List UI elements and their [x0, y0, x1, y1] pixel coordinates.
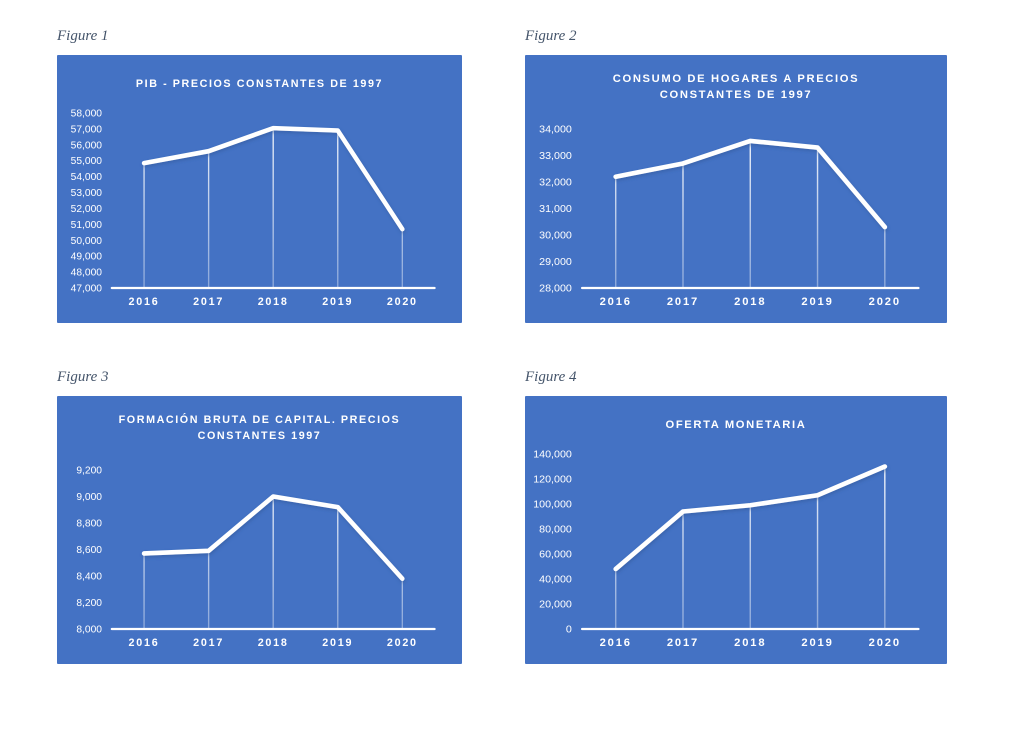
figure-3-section: Figure 3 FORMACIÓN BRUTA DE CAPITAL. PRE…: [57, 367, 462, 664]
y-axis-tick-label: 32,000: [539, 177, 572, 189]
x-axis-tick-label: 2017: [193, 637, 224, 649]
x-axis-tick-label: 2019: [801, 637, 833, 649]
x-axis-tick-label: 2016: [129, 637, 160, 649]
x-axis-tick-label: 2020: [387, 637, 418, 649]
y-axis-tick-label: 51,000: [71, 220, 103, 231]
y-axis-tick-label: 9,200: [76, 465, 102, 476]
x-axis-tick-label: 2018: [734, 296, 766, 308]
y-axis-tick-label: 40,000: [539, 574, 572, 586]
y-axis-tick-label: 56,000: [71, 140, 103, 151]
y-axis-tick-label: 80,000: [539, 524, 572, 536]
chart-pib-precios-constantes: PIB - PRECIOS CONSTANTES DE 1997 47,000 48…: [57, 55, 462, 323]
x-axis-tick-label: 2018: [734, 637, 766, 649]
figure-1-caption: Figure 1: [57, 28, 109, 44]
y-axis-tick-label: 49,000: [71, 252, 103, 263]
y-axis-tick-label: 34,000: [539, 124, 572, 136]
line-chart-pib: PIB - PRECIOS CONSTANTES DE 1997 47,000 48…: [71, 78, 436, 308]
y-axis-tick-label: 31,000: [539, 203, 572, 215]
x-axis-tick-label: 2020: [869, 296, 901, 308]
y-axis-tick-label: 0: [566, 624, 572, 636]
y-axis-tick-label: 30,000: [539, 230, 572, 242]
line-chart-oferta-monetaria: OFERTA MONETARIA 0 20,000 40,000 60,000 80,00…: [533, 419, 920, 649]
x-axis-tick-label: 2019: [801, 296, 833, 308]
x-axis-tick-label: 2018: [258, 637, 289, 649]
y-axis-tick-label: 8,400: [76, 571, 102, 582]
series-line: [613, 138, 888, 230]
chart-title-line: CONSTANTES 1997: [198, 430, 322, 442]
y-axis-tick-label: 50,000: [71, 236, 103, 247]
x-axis-tick-label: 2020: [869, 637, 901, 649]
y-axis-tick-label: 58,000: [71, 108, 103, 119]
x-axis-tick-label: 2018: [258, 296, 289, 308]
y-axis-tick-label: 100,000: [533, 499, 572, 511]
x-axis-tick-label: 2016: [129, 296, 160, 308]
y-axis-tick-label: 8,000: [76, 624, 102, 635]
x-axis-tick-label: 2017: [193, 296, 224, 308]
chart-title-line: CONSUMO DE HOGARES A PRECIOS: [613, 73, 859, 85]
y-axis-tick-label: 54,000: [71, 172, 103, 183]
series-line: [141, 125, 405, 232]
series-line: [141, 494, 405, 581]
chart-oferta-monetaria: OFERTA MONETARIA 0 20,000 40,000 60,000 80,00…: [525, 396, 947, 664]
x-axis-tick-label: 2016: [600, 296, 632, 308]
chart-title-line: PIB - PRECIOS CONSTANTES DE 1997: [136, 78, 383, 90]
figure-3-caption: Figure 3: [57, 369, 109, 385]
y-axis-tick-label: 55,000: [71, 156, 103, 167]
series-line: [613, 464, 888, 572]
x-axis-tick-label: 2019: [322, 296, 353, 308]
y-axis-tick-label: 120,000: [533, 474, 572, 486]
figure-4-section: Figure 4 OFERTA MONETARIA 0 20,000 40,000 60…: [525, 367, 947, 664]
y-axis-tick-label: 53,000: [71, 188, 103, 199]
figure-4-caption: Figure 4: [525, 369, 577, 385]
y-axis-tick-label: 29,000: [539, 256, 572, 268]
line-chart-formacion-bruta-capital: FORMACIÓN BRUTA DE CAPITAL. PRECIOS CONST…: [76, 413, 436, 649]
figure-2-caption: Figure 2: [525, 28, 577, 44]
y-axis-tick-label: 140,000: [533, 449, 572, 461]
y-axis-tick-label: 52,000: [71, 204, 103, 215]
y-axis-tick-label: 20,000: [539, 599, 572, 611]
x-axis-tick-label: 2019: [322, 637, 353, 649]
y-axis-tick-label: 47,000: [71, 283, 103, 294]
chart-title-line: OFERTA MONETARIA: [666, 419, 807, 431]
y-axis-tick-label: 57,000: [71, 124, 103, 135]
chart-title-line: FORMACIÓN BRUTA DE CAPITAL. PRECIOS: [119, 413, 401, 426]
y-axis-tick-label: 48,000: [71, 268, 103, 279]
y-axis-tick-label: 28,000: [539, 283, 572, 295]
y-axis-tick-label: 60,000: [539, 549, 572, 561]
chart-consumo-hogares: CONSUMO DE HOGARES A PRECIOS CONSTANTES D…: [525, 55, 947, 323]
y-axis-tick-label: 8,600: [76, 545, 102, 556]
chart-formacion-bruta-capital: FORMACIÓN BRUTA DE CAPITAL. PRECIOS CONST…: [57, 396, 462, 664]
x-axis-tick-label: 2016: [600, 637, 632, 649]
y-axis-tick-label: 8,800: [76, 518, 102, 529]
figure-2-section: Figure 2 CONSUMO DE HOGARES A PRECIOS CON…: [525, 26, 947, 323]
x-axis-tick-label: 2017: [667, 637, 699, 649]
y-axis-tick-label: 33,000: [539, 150, 572, 162]
x-axis-tick-label: 2020: [387, 296, 418, 308]
figure-1-section: Figure 1 PIB - PRECIOS CONSTANTES DE 199…: [57, 26, 462, 323]
line-chart-consumo-hogares: CONSUMO DE HOGARES A PRECIOS CONSTANTES D…: [539, 73, 920, 308]
y-axis-tick-label: 8,200: [76, 598, 102, 609]
x-axis-tick-label: 2017: [667, 296, 699, 308]
y-axis-tick-label: 9,000: [76, 492, 102, 503]
chart-title-line: CONSTANTES DE 1997: [660, 89, 812, 101]
